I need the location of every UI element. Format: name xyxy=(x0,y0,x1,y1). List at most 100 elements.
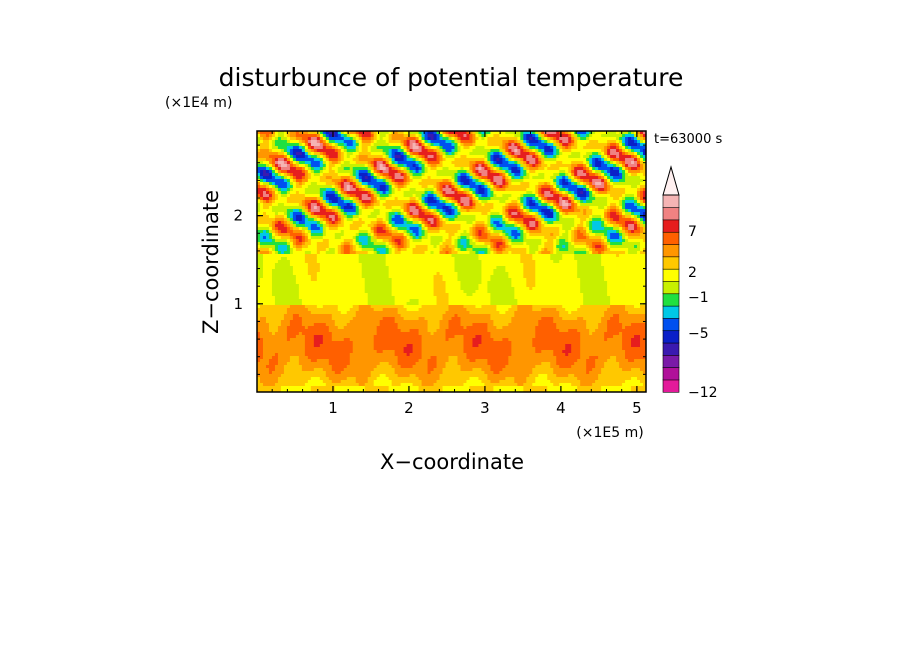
field-cell xyxy=(349,239,354,243)
field-cell xyxy=(493,158,497,162)
field-cell xyxy=(295,137,300,141)
field-cell xyxy=(556,203,560,207)
field-cell xyxy=(265,149,270,153)
field-cell xyxy=(268,239,273,243)
field-cell xyxy=(322,218,327,222)
field-cell xyxy=(526,131,530,135)
field-cell xyxy=(400,200,405,204)
field-cell xyxy=(271,149,276,153)
field-cell xyxy=(595,221,599,225)
field-cell xyxy=(286,155,291,159)
field-cell xyxy=(274,182,279,186)
field-cell xyxy=(571,215,575,219)
field-cell xyxy=(295,206,300,210)
field-cell xyxy=(352,164,357,168)
field-cell xyxy=(340,227,345,231)
field-cell xyxy=(469,173,473,177)
field-cell xyxy=(598,203,602,207)
field-cell xyxy=(511,221,515,225)
field-cell xyxy=(556,200,560,204)
field-cell xyxy=(337,176,342,180)
field-cell xyxy=(442,146,447,150)
field-cell xyxy=(274,209,279,213)
field-cell xyxy=(634,134,638,138)
field-cell xyxy=(424,152,429,156)
field-cell xyxy=(526,140,530,144)
field-cell xyxy=(346,203,351,207)
field-cell xyxy=(292,161,297,165)
field-cell xyxy=(280,158,285,162)
field-cell xyxy=(331,230,336,234)
field-cell xyxy=(484,239,488,243)
field-cell xyxy=(541,239,545,243)
field-cell xyxy=(544,149,548,153)
field-cell xyxy=(562,155,566,159)
field-cell xyxy=(286,200,291,204)
field-cell xyxy=(364,134,369,138)
field-cell xyxy=(424,176,429,180)
field-cell xyxy=(583,167,587,171)
field-cell xyxy=(457,239,461,243)
field-cell xyxy=(619,194,623,198)
field-cell xyxy=(505,203,509,207)
field-cell xyxy=(424,131,429,135)
field-cell xyxy=(364,152,369,156)
field-cell xyxy=(301,236,306,240)
field-cell xyxy=(475,224,479,228)
field-cell xyxy=(499,164,503,168)
field-cell xyxy=(580,200,584,204)
field-cell xyxy=(442,131,447,135)
field-cell xyxy=(334,230,339,234)
field-cell xyxy=(316,218,321,222)
field-cell xyxy=(637,203,641,207)
field-cell xyxy=(448,221,452,225)
field-cell xyxy=(487,176,491,180)
field-cell xyxy=(325,203,330,207)
field-cell xyxy=(409,245,414,249)
field-cell xyxy=(526,206,530,210)
field-cell xyxy=(526,185,530,189)
field-cell xyxy=(376,170,381,174)
field-cell xyxy=(442,242,447,246)
field-cell xyxy=(553,158,557,162)
field-cell xyxy=(394,161,399,165)
field-cell xyxy=(544,155,548,159)
field-cell xyxy=(421,203,426,207)
field-cell xyxy=(553,224,557,228)
field-cell xyxy=(613,239,617,243)
field-cell xyxy=(547,137,551,141)
field-cell xyxy=(568,140,572,144)
field-cell xyxy=(607,182,611,186)
field-cell xyxy=(289,176,294,180)
field-cell xyxy=(544,134,548,138)
field-cell xyxy=(271,203,276,207)
field-cell xyxy=(430,233,435,237)
field-cell xyxy=(277,215,282,219)
field-cell xyxy=(412,188,417,192)
field-cell xyxy=(379,155,384,159)
field-cell xyxy=(421,212,426,216)
field-cell xyxy=(598,230,602,234)
field-cell xyxy=(526,182,530,186)
field-cell xyxy=(568,212,572,216)
field-cell xyxy=(418,224,423,228)
field-cell xyxy=(355,239,360,243)
field-cell xyxy=(520,191,524,195)
field-cell xyxy=(418,146,423,150)
field-cell xyxy=(271,146,276,150)
field-cell xyxy=(301,212,306,216)
field-cell xyxy=(487,143,491,147)
field-cell xyxy=(550,134,554,138)
field-cell xyxy=(259,179,264,183)
field-cell xyxy=(415,191,420,195)
field-cell xyxy=(598,152,602,156)
field-cell xyxy=(640,185,644,189)
field-cell xyxy=(643,191,646,195)
field-cell xyxy=(406,218,411,222)
field-cell xyxy=(334,212,339,216)
field-cell xyxy=(277,242,282,246)
field-cell xyxy=(466,155,470,159)
field-cell xyxy=(586,182,590,186)
field-cell xyxy=(490,239,494,243)
field-cell xyxy=(613,188,617,192)
